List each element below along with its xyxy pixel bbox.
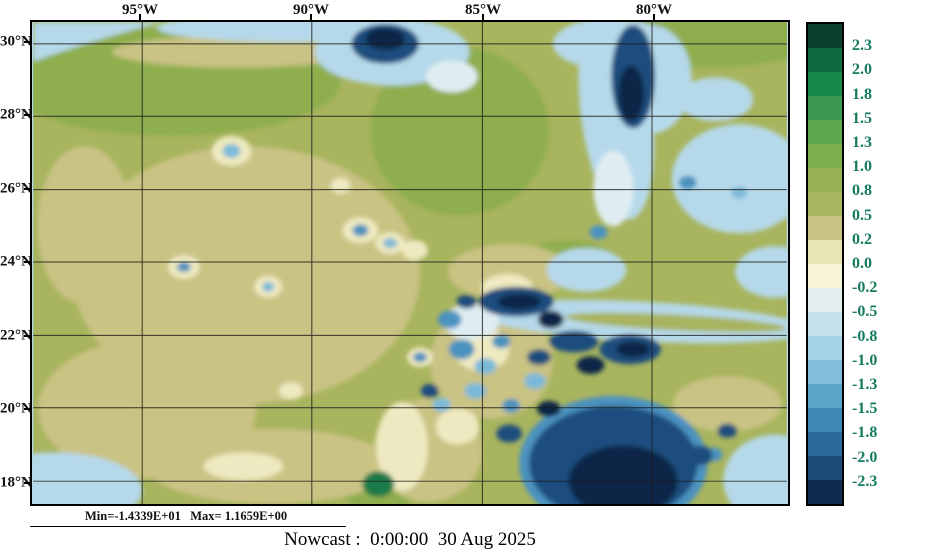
colorbar-segment — [808, 336, 842, 360]
colorbar-label: -1.5 — [852, 400, 878, 417]
colorbar-label: -1.3 — [852, 376, 878, 393]
lon-label-80w: 80°W — [636, 2, 672, 18]
lon-label-95w: 95°W — [122, 2, 158, 18]
lat-label-20n: 20°N — [0, 400, 32, 417]
lat-label-28n: 28°N — [0, 106, 32, 123]
colorbar-segment — [808, 480, 842, 504]
colorbar-segment — [808, 72, 842, 96]
colorbar-label: 0.0 — [852, 255, 872, 272]
lon-label-90w: 90°W — [293, 2, 329, 18]
tick-mark — [310, 14, 312, 20]
tick-mark — [24, 261, 30, 263]
tick-mark — [482, 14, 484, 20]
colorbar-segment — [808, 144, 842, 168]
colorbar-segment — [808, 264, 842, 288]
colorbar-label: 0.2 — [852, 231, 872, 248]
lat-label-22n: 22°N — [0, 327, 32, 344]
nowcast-caption: Nowcast : 0:00:00 30 Aug 2025 — [284, 529, 536, 550]
colorbar-segment — [808, 216, 842, 240]
colorbar-label: 1.8 — [852, 86, 872, 103]
lon-label-85w: 85°W — [465, 2, 501, 18]
colorbar-label: -1.8 — [852, 424, 878, 441]
tick-mark — [139, 14, 141, 20]
colorbar-segment — [808, 360, 842, 384]
map-plot-area — [30, 20, 790, 506]
colorbar-label: 0.8 — [852, 182, 872, 199]
field-contour-layer — [33, 22, 787, 504]
colorbar-label: -2.3 — [852, 473, 878, 490]
colorbar-segment — [808, 408, 842, 432]
graticule-lines — [33, 22, 787, 504]
colorbar-label: 1.5 — [852, 110, 872, 127]
lat-label-24n: 24°N — [0, 253, 32, 270]
colorbar-label: 1.0 — [852, 158, 872, 175]
colorbar-segment — [808, 432, 842, 456]
colorbar-label: 0.5 — [852, 207, 872, 224]
colorbar — [806, 22, 844, 506]
map-field-image — [33, 22, 787, 504]
lat-label-30n: 30°N — [0, 33, 32, 50]
lat-label-26n: 26°N — [0, 180, 32, 197]
colorbar-segment — [808, 240, 842, 264]
tick-mark — [24, 188, 30, 190]
separator-line — [30, 526, 346, 527]
colorbar-segment — [808, 288, 842, 312]
colorbar-label: -2.0 — [852, 449, 878, 466]
colorbar-segment — [808, 456, 842, 480]
minmax-stats: Min=-1.4339E+01 Max= 1.1659E+00 — [85, 509, 288, 523]
colorbar-label: 1.3 — [852, 134, 872, 151]
colorbar-label: -0.2 — [852, 279, 878, 296]
colorbar-label: -0.5 — [852, 303, 878, 320]
colorbar-segment — [808, 192, 842, 216]
colorbar-segment — [808, 384, 842, 408]
tick-mark — [653, 14, 655, 20]
colorbar-label: 2.0 — [852, 61, 872, 78]
tick-mark — [24, 41, 30, 43]
tick-mark — [24, 482, 30, 484]
colorbar-label: 2.3 — [852, 37, 872, 54]
tick-mark — [24, 408, 30, 410]
colorbar-segment — [808, 168, 842, 192]
colorbar-label: -0.8 — [852, 328, 878, 345]
tick-mark — [24, 114, 30, 116]
colorbar-segment — [808, 120, 842, 144]
tick-mark — [24, 335, 30, 337]
colorbar-segment — [808, 24, 842, 48]
colorbar-segment — [808, 48, 842, 72]
lat-label-18n: 18°N — [0, 474, 32, 491]
colorbar-label: -1.0 — [852, 352, 878, 369]
colorbar-segment — [808, 96, 842, 120]
colorbar-segment — [808, 312, 842, 336]
